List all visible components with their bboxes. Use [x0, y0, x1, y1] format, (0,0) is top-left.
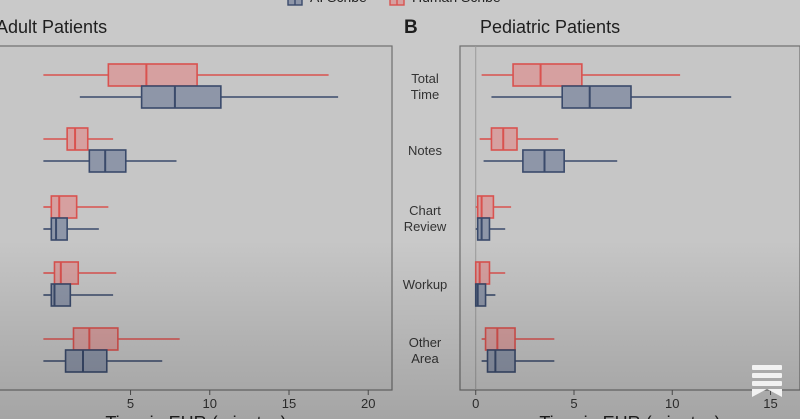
- x-tick-label: 15: [763, 396, 777, 411]
- iqr-box-human-scribe-workup: [53, 261, 80, 285]
- x-tick-label: 15: [282, 396, 296, 411]
- box-human-scribe-other-area: [481, 327, 555, 351]
- iqr-box-human-scribe-chart-review: [50, 195, 78, 219]
- iqr-box-ai-scribe-workup: [50, 283, 72, 307]
- x-tick-label: 5: [570, 396, 577, 411]
- iqr-box-human-scribe-total-time: [512, 63, 583, 87]
- box-ai-scribe-total-time: [491, 85, 732, 109]
- iqr-box-human-scribe-notes: [66, 127, 89, 151]
- x-tick-label: 10: [665, 396, 679, 411]
- iqr-box-human-scribe-other-area: [72, 327, 119, 351]
- iqr-box-human-scribe-other-area: [484, 327, 516, 351]
- iqr-box-human-scribe-chart-review: [476, 195, 495, 219]
- iqr-box-ai-scribe-total-time: [561, 85, 632, 109]
- box-ai-scribe-chart-review: [43, 217, 99, 241]
- box-ai-scribe-total-time: [79, 85, 339, 109]
- x-axis-label: Time in EHR (minutes): [105, 413, 286, 419]
- category-label: Total: [411, 71, 439, 86]
- category-label: Review: [404, 219, 447, 234]
- box-ai-scribe-notes: [483, 149, 618, 173]
- iqr-box-ai-scribe-other-area: [64, 349, 108, 373]
- panel-label: B: [404, 17, 418, 38]
- box-human-scribe-workup: [43, 261, 117, 285]
- panel-pediatric: Pediatric Patients B 0 5 10 15 Time in EHR (mi…: [404, 17, 800, 419]
- legend: AI Scribe Human Scribe: [287, 0, 501, 6]
- legend-label-ai-scribe: AI Scribe: [310, 0, 367, 5]
- category-label: Area: [411, 351, 439, 366]
- box-human-scribe-other-area: [43, 327, 180, 351]
- panel-title: Pediatric Patients: [480, 17, 620, 37]
- iqr-box-human-scribe-workup: [474, 261, 491, 285]
- category-label: Chart: [409, 203, 441, 218]
- x-tick-label: 10: [203, 396, 217, 411]
- legend-label-human-scribe: Human Scribe: [412, 0, 501, 5]
- iqr-box-ai-scribe-workup: [474, 283, 487, 307]
- x-axis-label: Time in EHR (minutes): [539, 413, 720, 419]
- x-tick-label: 5: [127, 396, 134, 411]
- iqr-box-ai-scribe-other-area: [486, 349, 516, 373]
- x-tick-label: 20: [361, 396, 375, 411]
- box-human-scribe-notes: [43, 127, 114, 151]
- iqr-box-ai-scribe-notes: [88, 149, 127, 173]
- box-ai-scribe-chart-review: [475, 217, 506, 241]
- box-human-scribe-notes: [479, 127, 559, 151]
- panel-adult: Adult Patients 5 10 15 20 Time in EHR (minute…: [0, 17, 393, 419]
- category-label: Workup: [403, 277, 448, 292]
- category-label: Other: [409, 335, 442, 350]
- stack-logo-icon: [752, 365, 782, 401]
- iqr-box-ai-scribe-chart-review: [50, 217, 68, 241]
- panel-title: Adult Patients: [0, 17, 107, 37]
- category-label: Time: [411, 87, 439, 102]
- box-ai-scribe-notes: [43, 149, 177, 173]
- x-tick-label: 0: [472, 396, 479, 411]
- iqr-box-ai-scribe-chart-review: [476, 217, 491, 241]
- box-ai-scribe-other-area: [43, 349, 163, 373]
- iqr-box-ai-scribe-total-time: [140, 85, 222, 109]
- iqr-box-human-scribe-total-time: [107, 63, 198, 87]
- box-ai-scribe-workup: [43, 283, 114, 307]
- category-label: Notes: [408, 143, 442, 158]
- box-ai-scribe-workup: [474, 283, 496, 307]
- box-human-scribe-total-time: [481, 63, 681, 87]
- box-ai-scribe-other-area: [481, 349, 555, 373]
